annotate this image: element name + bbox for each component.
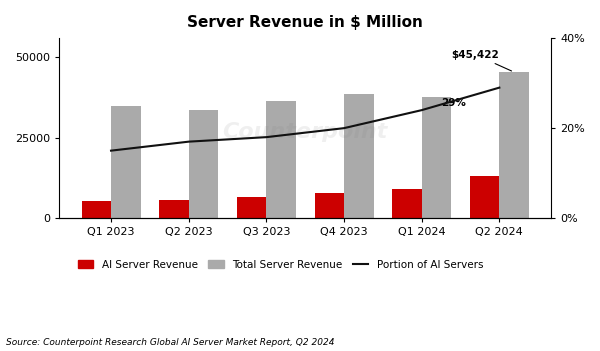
Text: Counterpoint: Counterpoint (223, 122, 388, 142)
Bar (344, 94, 374, 218)
Portion of AI Servers (263, 135, 270, 139)
Bar (82, 201, 111, 218)
Bar (422, 97, 451, 218)
Bar (159, 200, 188, 218)
Portion of AI Servers (107, 148, 115, 153)
Portion of AI Servers (340, 126, 347, 130)
Text: $45,422: $45,422 (451, 49, 512, 71)
Portion of AI Servers (418, 108, 425, 112)
Bar (470, 176, 499, 218)
Bar (392, 189, 422, 218)
Line: Portion of AI Servers: Portion of AI Servers (111, 88, 499, 151)
Bar (237, 197, 266, 218)
Bar (266, 101, 296, 218)
Title: Server Revenue in $ Million: Server Revenue in $ Million (187, 15, 423, 30)
Text: Source: Counterpoint Research Global AI Server Market Report, Q2 2024: Source: Counterpoint Research Global AI … (6, 338, 335, 347)
Text: 29%: 29% (441, 98, 466, 108)
Bar (111, 106, 140, 218)
Bar (314, 193, 344, 218)
Legend: AI Server Revenue, Total Server Revenue, Portion of AI Servers: AI Server Revenue, Total Server Revenue,… (74, 256, 487, 274)
Portion of AI Servers (496, 86, 503, 90)
Bar (499, 72, 529, 218)
Portion of AI Servers (185, 140, 192, 144)
Bar (188, 111, 218, 218)
